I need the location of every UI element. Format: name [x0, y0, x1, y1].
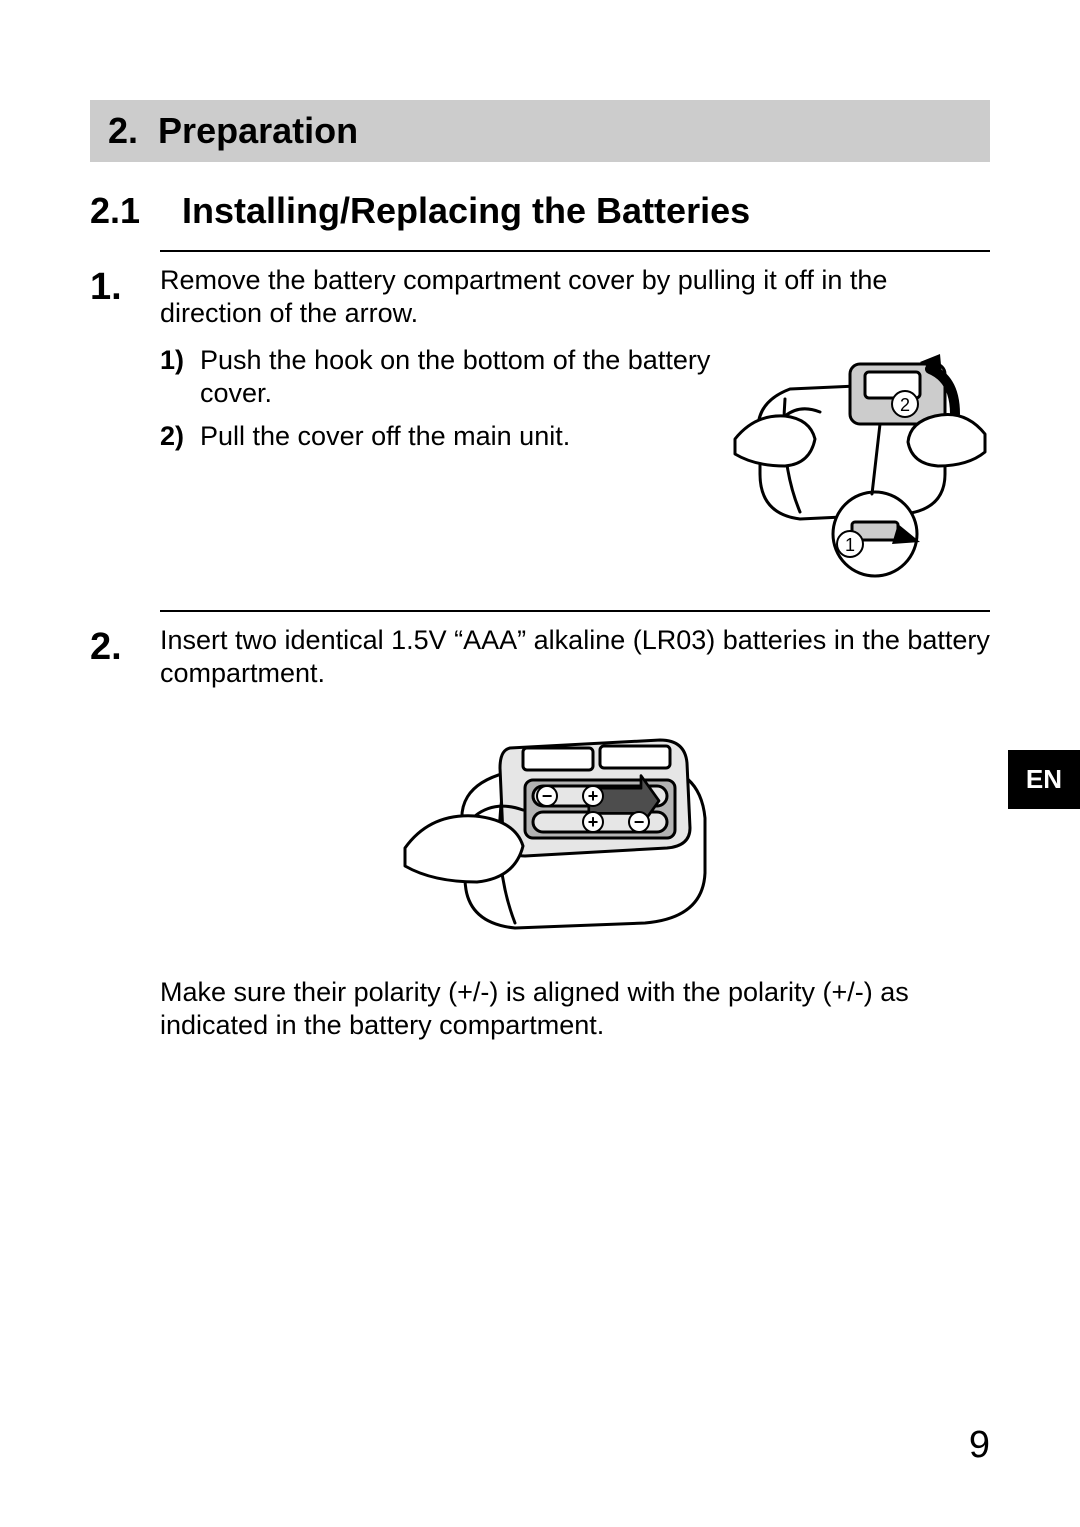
step-1: 1. Remove the battery compartment cover …: [90, 250, 990, 584]
callout-2-label: 2: [900, 395, 910, 415]
step-2: 2. Insert two identical 1.5V “AAA” alkal…: [90, 610, 990, 1042]
step-text: Insert two identical 1.5V “AAA” alkaline…: [160, 624, 990, 690]
step1-illustration: 2 1: [730, 344, 990, 584]
manual-page: 2. Preparation 2.1 Installing/Replacing …: [0, 0, 1080, 1527]
callout-1-label: 1: [845, 535, 855, 555]
section-number: 2.1: [90, 190, 182, 232]
svg-text:−: −: [634, 812, 645, 832]
step-body: Insert two identical 1.5V “AAA” alkaline…: [160, 610, 990, 1042]
step-body: Remove the battery compartment cover by …: [160, 250, 990, 584]
chapter-title: Preparation: [158, 110, 358, 151]
section-heading: 2.1 Installing/Replacing the Batteries: [90, 190, 990, 232]
step-note: Make sure their polarity (+/-) is aligne…: [160, 976, 990, 1042]
page-number: 9: [969, 1424, 990, 1467]
substep-number: 1): [160, 344, 200, 410]
svg-text:+: +: [588, 812, 599, 832]
step-number: 1.: [90, 250, 160, 584]
substep-text: Pull the cover off the main unit.: [200, 420, 570, 453]
step2-illustration: − + + −: [395, 718, 755, 948]
substep: 1) Push the hook on the bottom of the ba…: [160, 344, 712, 410]
chapter-number: 2.: [108, 110, 138, 151]
chapter-heading: 2. Preparation: [90, 100, 990, 162]
language-tab: EN: [1008, 750, 1080, 809]
substep-text: Push the hook on the bottom of the batte…: [200, 344, 712, 410]
substep-number: 2): [160, 420, 200, 453]
svg-text:+: +: [588, 786, 599, 806]
substep-list: 1) Push the hook on the bottom of the ba…: [160, 344, 712, 584]
substep: 2) Pull the cover off the main unit.: [160, 420, 712, 453]
step-number: 2.: [90, 610, 160, 1042]
section-title: Installing/Replacing the Batteries: [182, 190, 750, 232]
svg-text:−: −: [542, 786, 553, 806]
step-text: Remove the battery compartment cover by …: [160, 264, 990, 330]
